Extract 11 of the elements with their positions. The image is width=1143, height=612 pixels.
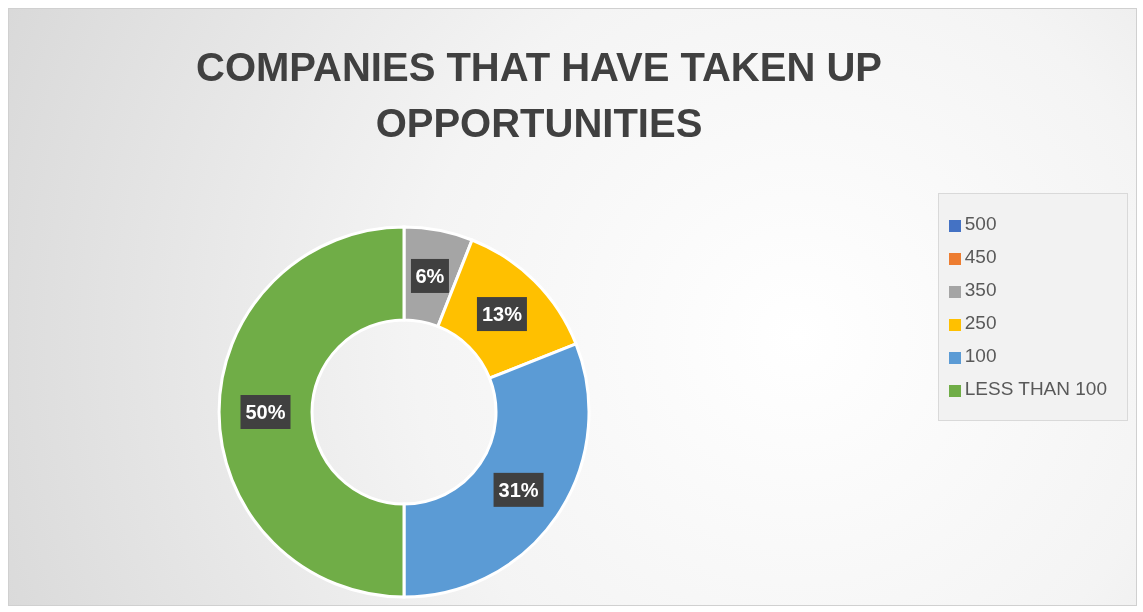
legend-label: LESS THAN 100 [964, 378, 1107, 399]
legend-label: 250 [964, 312, 997, 333]
data-label: 50% [245, 401, 286, 423]
legend-label: 350 [964, 279, 997, 300]
chart-title: COMPANIES THAT HAVE TAKEN UP OPPORTUNITIES [195, 44, 883, 147]
data-label: 6% [415, 264, 445, 287]
data-label: 13% [481, 303, 523, 326]
legend-label: 100 [964, 345, 997, 366]
legend-label: 500 [964, 213, 997, 234]
data-label: 31% [498, 478, 539, 501]
legend-label: 450 [964, 246, 997, 267]
